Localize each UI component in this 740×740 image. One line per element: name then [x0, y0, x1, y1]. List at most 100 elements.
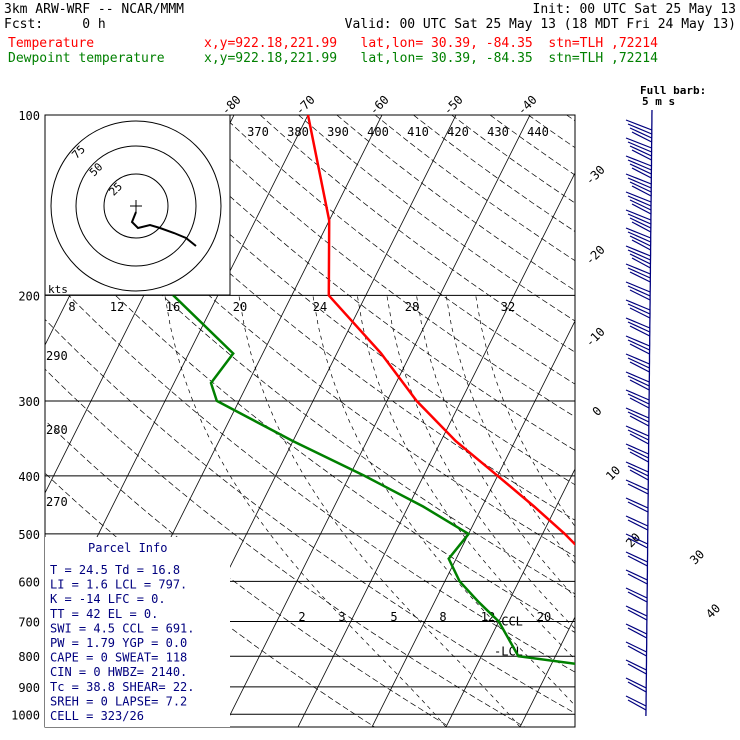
wind-barb: [625, 587, 648, 599]
theta-label: 270: [46, 495, 68, 509]
temperature-location: x,y=922.18,221.99 lat,lon= 30.39, -84.35…: [204, 36, 658, 51]
wind-barb: [625, 263, 651, 275]
wind-barb: [625, 533, 648, 545]
theta-label: 410: [407, 125, 429, 139]
wind-barb: [631, 185, 652, 197]
mixing-ratio-label: 20: [537, 610, 551, 624]
wind-barb: [631, 167, 652, 179]
init-time: Init: 00 UTC Sat 25 May 13: [532, 2, 737, 17]
dry-adiabat-line: [45, 222, 575, 633]
wind-barb: [627, 231, 651, 243]
mixing-ratio-label: 12: [110, 300, 124, 314]
wind-barb: [627, 573, 648, 585]
wind-barb: [625, 443, 649, 455]
wind-barb: [629, 343, 650, 355]
wind-barb: [627, 501, 649, 513]
wind-barb: [627, 267, 651, 279]
temperature-tick-label: -70: [293, 93, 318, 118]
wind-barb: [627, 537, 648, 549]
moist-adiabat-line: [445, 295, 575, 565]
moist-adiabat-line: [386, 295, 575, 630]
wind-barb: [629, 433, 649, 445]
wind-barb: [627, 411, 650, 423]
wind-barb: [625, 299, 651, 311]
wind-barb: [627, 609, 648, 621]
wind-barb: [629, 199, 652, 211]
theta-label: 370: [247, 125, 269, 139]
wind-barb: [625, 569, 648, 581]
mixing-ratio-label: 3: [338, 610, 345, 624]
wind-barb: [631, 239, 651, 251]
wind-barb: [631, 149, 652, 161]
wind-barb: [629, 163, 652, 175]
dry-adiabat-line: [183, 115, 575, 418]
wind-barb: [627, 159, 652, 171]
wind-barb: [625, 227, 651, 239]
wind-barb: [629, 217, 652, 229]
wind-barb: [627, 177, 652, 189]
dry-adiabat-line: [221, 115, 575, 385]
theta-label: 380: [287, 125, 309, 139]
mixing-ratio-label: 16: [166, 300, 180, 314]
wind-barb: [627, 645, 647, 657]
pressure-label: 700: [18, 615, 40, 629]
dewpoint-profile-line: [150, 115, 575, 666]
hodograph-box: [44, 114, 231, 296]
dry-adiabat-line: [566, 115, 575, 122]
wind-barb: [627, 483, 649, 495]
mixing-ratio-label: 8: [68, 300, 75, 314]
dry-adiabat-line: [489, 115, 575, 176]
wind-barb: [627, 339, 650, 351]
theta-label: 440: [527, 125, 549, 139]
wind-barb: [625, 659, 647, 671]
pressure-label: 100: [18, 109, 40, 123]
dry-adiabat-line: [374, 115, 575, 262]
isotherm-line: [223, 115, 531, 727]
wind-barb: [627, 519, 649, 531]
parcel-row: CAPE = 0 SWEAT= 118: [50, 651, 187, 665]
hodograph-ring: [50, 120, 222, 292]
wind-barb: [625, 245, 651, 257]
barb-legend-title: Full barb:: [640, 84, 706, 97]
temperature-tick-label: -30: [583, 163, 608, 188]
isotherm-line: [0, 115, 12, 727]
wind-barb: [627, 141, 652, 153]
wind-barb: [625, 353, 650, 365]
pressure-label: 900: [18, 681, 40, 695]
pressure-label: 300: [18, 395, 40, 409]
wind-barb: [631, 203, 652, 215]
dewpoint-legend: Dewpoint temperature: [8, 51, 165, 66]
wind-barb: [625, 623, 648, 635]
wind-barb: [629, 235, 651, 247]
wind-barb: [627, 681, 647, 693]
parcel-row: K = -14 LFC = 0.: [50, 592, 166, 606]
forecast-hour: Fcst: 0 h: [4, 17, 106, 32]
wind-barb: [627, 465, 649, 477]
wind-barb: [629, 271, 651, 283]
wind-barb: [627, 627, 648, 639]
barb-legend-units: 5 m s: [642, 95, 675, 108]
hodograph-ring: [103, 173, 169, 239]
wind-barb: [625, 515, 649, 527]
parcel-row: T = 24.5 Td = 16.8: [50, 563, 180, 577]
mixing-ratio-label: 8: [439, 610, 446, 624]
wind-barb: [629, 469, 649, 481]
wind-barb: [625, 209, 652, 221]
wind-barb: [627, 249, 651, 261]
dry-adiabat-line: [413, 115, 575, 232]
wind-barb: [627, 375, 650, 387]
isotherm-line: [445, 468, 575, 727]
wind-barb: [625, 641, 647, 653]
wind-barb: [625, 155, 652, 167]
theta-label: 420: [447, 125, 469, 139]
wind-barb: [625, 371, 650, 383]
wind-barb: [625, 479, 649, 491]
theta-label: 290: [46, 349, 68, 363]
wind-barb: [625, 461, 649, 473]
wind-barb: [629, 253, 651, 265]
parcel-row: SREH = 0 LAPSE= 7.2: [50, 694, 187, 708]
wind-barb: [625, 281, 651, 293]
pressure-label: 600: [18, 575, 40, 589]
isotherm-line: [519, 616, 575, 727]
wind-barb: [625, 317, 651, 329]
